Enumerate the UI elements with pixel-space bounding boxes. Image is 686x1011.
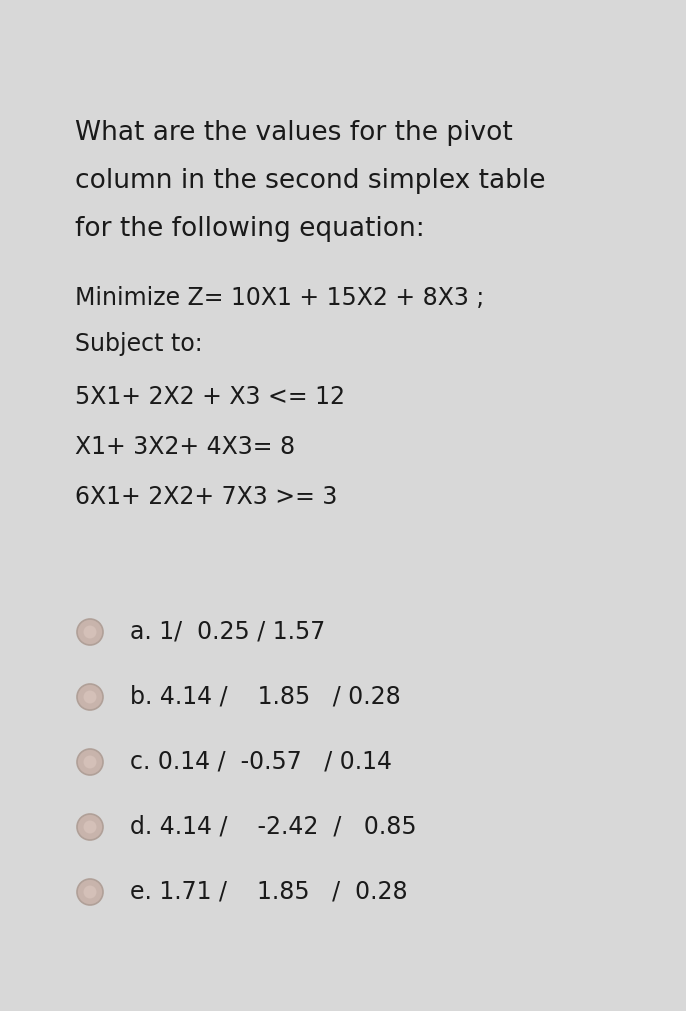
Text: 6X1+ 2X2+ 7X3 >= 3: 6X1+ 2X2+ 7X3 >= 3 xyxy=(75,484,338,509)
Text: c. 0.14 /  -0.57   / 0.14: c. 0.14 / -0.57 / 0.14 xyxy=(130,749,392,773)
Text: for the following equation:: for the following equation: xyxy=(75,215,425,242)
Circle shape xyxy=(84,756,97,768)
Circle shape xyxy=(77,880,103,905)
Text: column in the second simplex table: column in the second simplex table xyxy=(75,168,545,194)
Text: a. 1/  0.25 / 1.57: a. 1/ 0.25 / 1.57 xyxy=(130,620,325,643)
Text: Subject to:: Subject to: xyxy=(75,332,202,356)
Circle shape xyxy=(77,749,103,775)
Circle shape xyxy=(77,814,103,840)
Text: X1+ 3X2+ 4X3= 8: X1+ 3X2+ 4X3= 8 xyxy=(75,435,295,459)
Circle shape xyxy=(84,821,97,834)
Circle shape xyxy=(77,620,103,645)
Text: Minimize Z= 10X1 + 15X2 + 8X3 ;: Minimize Z= 10X1 + 15X2 + 8X3 ; xyxy=(75,286,484,309)
Circle shape xyxy=(84,626,97,639)
Circle shape xyxy=(84,691,97,704)
Text: What are the values for the pivot: What are the values for the pivot xyxy=(75,120,512,146)
Text: e. 1.71 /    1.85   /  0.28: e. 1.71 / 1.85 / 0.28 xyxy=(130,880,407,903)
Text: b. 4.14 /    1.85   / 0.28: b. 4.14 / 1.85 / 0.28 xyxy=(130,684,401,709)
Circle shape xyxy=(77,684,103,711)
Text: d. 4.14 /    -2.42  /   0.85: d. 4.14 / -2.42 / 0.85 xyxy=(130,814,416,838)
Text: 5X1+ 2X2 + X3 <= 12: 5X1+ 2X2 + X3 <= 12 xyxy=(75,384,345,408)
Circle shape xyxy=(84,886,97,899)
